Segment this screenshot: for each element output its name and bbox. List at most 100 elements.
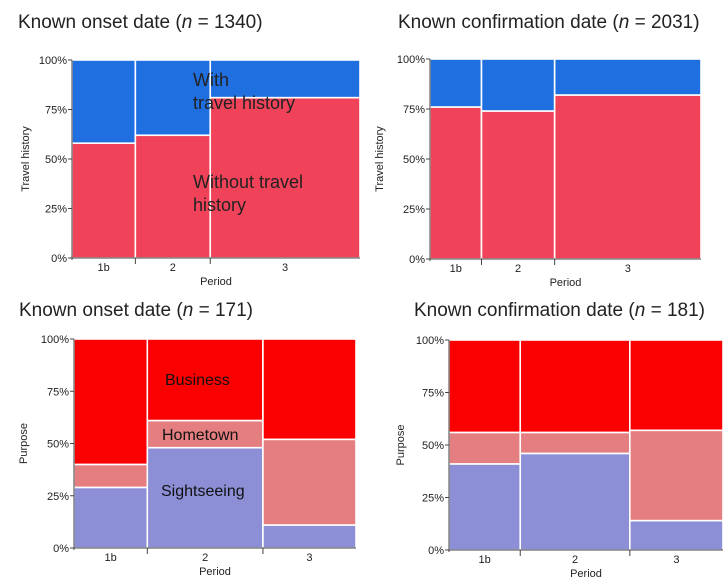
mosaic-cell-3-hometown bbox=[262, 438, 357, 526]
y-tick-label: 25% bbox=[45, 204, 67, 216]
y-tick-label: 25% bbox=[47, 491, 69, 503]
chart-title-prefix: Known confirmation date ( bbox=[398, 12, 619, 33]
mosaic-cell-1b-with-travel-history bbox=[429, 58, 483, 108]
y-tick-label: 50% bbox=[47, 439, 69, 451]
y-tick-label: 50% bbox=[403, 154, 425, 166]
chart-title-suffix: = 181) bbox=[645, 300, 705, 321]
mosaic-cell-1b-sightseeing bbox=[73, 486, 149, 549]
annotation-line: travel history bbox=[193, 93, 295, 113]
mosaic-cell-2-sightseeing bbox=[519, 452, 631, 551]
chart-title-prefix: Known onset date ( bbox=[18, 12, 182, 33]
x-tick-label: 3 bbox=[306, 552, 312, 564]
mosaic-cell-1b-business bbox=[73, 338, 149, 466]
x-tick-label: 1b bbox=[105, 552, 117, 564]
y-tick-label: 50% bbox=[45, 154, 67, 166]
annotation-with-travel-history: With travel history bbox=[193, 70, 295, 113]
mosaic-cell-2-hometown bbox=[519, 431, 631, 455]
y-tick-label: 75% bbox=[403, 104, 425, 116]
x-tick-label: 3 bbox=[673, 554, 679, 566]
x-axis-label: Period bbox=[550, 277, 582, 289]
x-tick-label: 1b bbox=[478, 554, 490, 566]
x-tick-label: 3 bbox=[625, 263, 631, 275]
mosaic-cell-2-business bbox=[519, 339, 631, 434]
y-tick-label: 0% bbox=[428, 545, 444, 557]
chart-title: Known onset date (n = 171) bbox=[19, 300, 253, 321]
mosaic-cell-3-hometown bbox=[629, 429, 723, 522]
y-axis-label: Purpose bbox=[18, 423, 30, 464]
chart-title: Known confirmation date (n = 2031) bbox=[398, 12, 700, 33]
mosaic-cell-1b-sightseeing bbox=[448, 463, 522, 551]
y-tick-label: 0% bbox=[53, 543, 69, 555]
mosaic-cell-2-with-travel-history bbox=[480, 58, 556, 112]
mosaic-cell-3-business bbox=[629, 339, 723, 432]
annotation-sightseeing: Sightseeing bbox=[161, 483, 245, 500]
chart-title-suffix: = 1340) bbox=[192, 12, 262, 33]
mosaic-cell-2-business bbox=[146, 338, 264, 422]
annotation-line: With bbox=[193, 70, 229, 90]
x-tick-label: 1b bbox=[98, 262, 110, 274]
x-axis-label: Period bbox=[199, 566, 231, 578]
y-tick-label: 75% bbox=[422, 388, 444, 400]
y-tick-label: 100% bbox=[397, 54, 425, 66]
mosaic-cell-1b-hometown bbox=[73, 463, 149, 489]
mosaic-cell-3-with-travel-history bbox=[209, 59, 361, 99]
chart-title: Known onset date (n = 1340) bbox=[18, 12, 263, 33]
y-tick-label: 75% bbox=[45, 105, 67, 117]
annotation-line: history bbox=[193, 195, 246, 215]
annotation-business: Business bbox=[165, 372, 230, 389]
chart-title-n: n bbox=[635, 300, 646, 321]
x-tick-label: 2 bbox=[572, 554, 578, 566]
mosaic-cell-3-without-travel-history bbox=[553, 94, 702, 260]
y-axis-label: Travel history bbox=[20, 126, 32, 192]
mosaic-cell-3-with-travel-history bbox=[553, 58, 702, 96]
mosaic-cell-1b-hometown bbox=[448, 431, 522, 465]
mosaic-cell-1b-without-travel-history bbox=[429, 106, 483, 260]
x-tick-label: 1b bbox=[450, 263, 462, 275]
y-tick-label: 0% bbox=[409, 254, 425, 266]
mosaic-cell-2-sightseeing bbox=[146, 446, 264, 549]
chart-panel-4: Known confirmation date (n = 181) 0% 25% 50… bbox=[395, 300, 723, 580]
y-tick-label: 25% bbox=[422, 493, 444, 505]
x-axis-label: Period bbox=[570, 568, 602, 580]
chart-title-suffix: = 2031) bbox=[629, 12, 699, 33]
chart-title-n: n bbox=[619, 12, 630, 33]
chart-title: Known confirmation date (n = 181) bbox=[414, 300, 705, 321]
annotation-hometown: Hometown bbox=[162, 427, 238, 444]
chart-panel-3: Known onset date (n = 171) 0% 25% 50% 75% 100… bbox=[18, 300, 357, 578]
mosaic-cell-3-sightseeing bbox=[262, 524, 357, 549]
y-tick-label: 0% bbox=[51, 253, 67, 265]
x-tick-label: 3 bbox=[282, 262, 288, 274]
mosaic-cell-3-business bbox=[262, 338, 357, 441]
mosaic-cell-2-with-travel-history bbox=[134, 59, 212, 137]
y-tick-label: 25% bbox=[403, 204, 425, 216]
chart-title-suffix: = 171) bbox=[193, 300, 253, 321]
y-tick-label: 50% bbox=[422, 440, 444, 452]
mosaic-cell-1b-business bbox=[448, 339, 522, 434]
mosaic-cell-1b-with-travel-history bbox=[71, 59, 137, 144]
x-axis-label: Period bbox=[200, 276, 232, 288]
annotation-line: Sightseeing bbox=[161, 483, 245, 500]
y-tick-label: 100% bbox=[416, 335, 444, 347]
x-tick-label: 2 bbox=[515, 263, 521, 275]
mosaic-cell-1b-without-travel-history bbox=[71, 142, 137, 259]
chart-title-n: n bbox=[183, 300, 194, 321]
chart-title-prefix: Known onset date ( bbox=[19, 300, 183, 321]
x-tick-label: 2 bbox=[202, 552, 208, 564]
chart-panel-2: Known confirmation date (n = 2031) 0% 25% 5… bbox=[374, 12, 702, 289]
y-axis-label: Purpose bbox=[395, 425, 407, 466]
chart-title-prefix: Known confirmation date ( bbox=[414, 300, 635, 321]
y-tick-label: 75% bbox=[47, 386, 69, 398]
annotation-line: Hometown bbox=[162, 427, 238, 444]
annotation-line: Business bbox=[165, 372, 230, 389]
chart-panel-1: Known onset date (n = 1340) 0% 25% 50% 75% 10… bbox=[18, 12, 361, 288]
annotation-line: Without travel bbox=[193, 172, 303, 192]
y-axis-label: Travel history bbox=[374, 126, 386, 192]
mosaic-cell-2-without-travel-history bbox=[134, 134, 212, 259]
mosaic-cell-3-sightseeing bbox=[629, 519, 723, 551]
annotation-without-travel-history: Without travel history bbox=[193, 172, 303, 215]
mosaic-cell-2-without-travel-history bbox=[480, 110, 556, 260]
x-tick-label: 2 bbox=[170, 262, 176, 274]
y-tick-label: 100% bbox=[41, 334, 69, 346]
chart-title-n: n bbox=[182, 12, 193, 33]
